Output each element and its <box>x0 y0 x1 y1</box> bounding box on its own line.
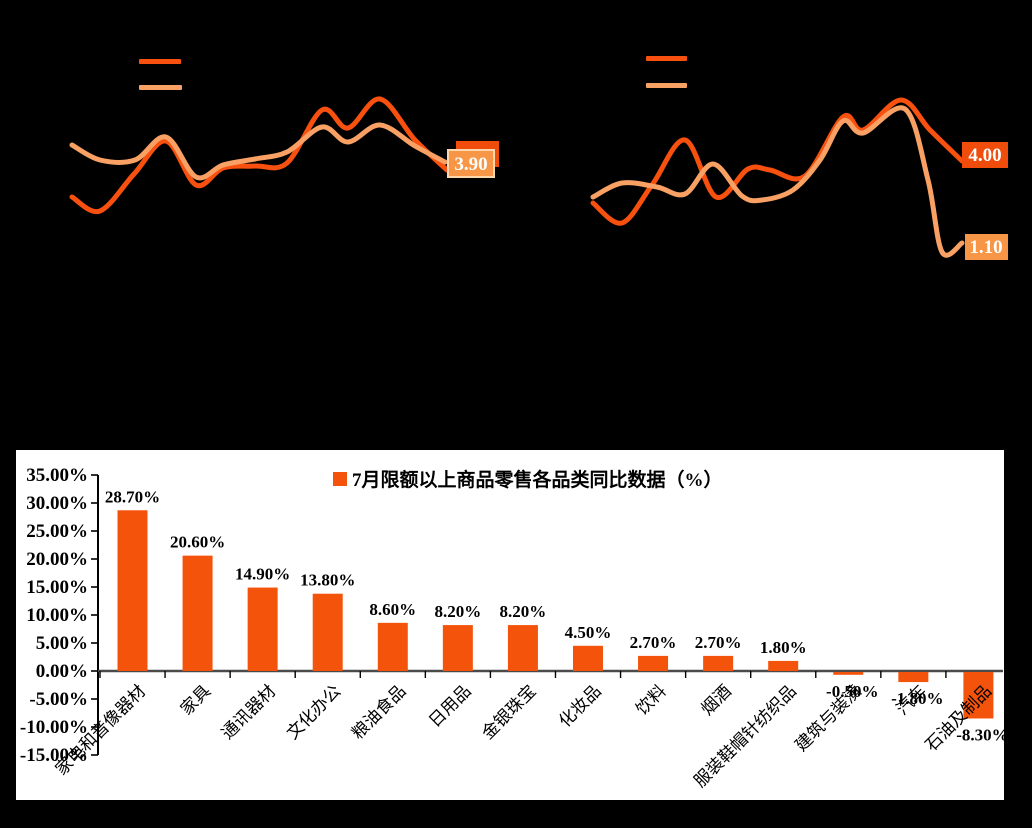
report-figure-canvas: 3.90 4.00 1.10 7月限额以上商品零售各品类同比数据（%） 35.00%… <box>0 0 1032 828</box>
y-axis-tick-label: 15.00% <box>26 577 88 598</box>
legend-line-swatch-light <box>139 85 182 90</box>
series-light-orange <box>72 125 445 178</box>
bar-value-label: 8.60% <box>369 600 416 619</box>
bar-9 <box>703 656 733 671</box>
bar-8 <box>638 656 668 671</box>
category-label: 文化办公 <box>283 681 345 743</box>
y-axis-tick-label: 0.00% <box>36 661 88 682</box>
series-light-orange <box>593 108 962 256</box>
category-label: 金银珠宝 <box>478 681 540 743</box>
legend-square-icon <box>333 472 347 486</box>
bar-4 <box>378 623 408 671</box>
y-axis-tick-label: 10.00% <box>26 605 88 626</box>
bar-6 <box>508 625 538 671</box>
bar-chart-panel: 7月限额以上商品零售各品类同比数据（%） 35.00% 30.00% 25.00% 2… <box>16 450 1004 800</box>
y-axis-tick-label: -5.00% <box>29 689 88 710</box>
bar-value-label: 8.20% <box>500 602 547 621</box>
y-axis-tick-label: 20.00% <box>26 549 88 570</box>
bar-5 <box>443 625 473 671</box>
category-label: 家具 <box>177 681 214 718</box>
series-dark-orange <box>593 100 962 223</box>
bar-0 <box>118 510 148 671</box>
series-dark-orange <box>72 99 447 212</box>
top-line-charts: 3.90 4.00 1.10 <box>0 0 1032 300</box>
bar-1 <box>183 556 213 671</box>
bar-value-label: 20.60% <box>170 533 225 552</box>
bar-12 <box>898 672 928 682</box>
bar-value-label: 14.90% <box>235 565 290 584</box>
bar-7 <box>573 646 603 671</box>
bar-value-label: 4.50% <box>565 623 612 642</box>
bar-value-label: 28.70% <box>105 487 160 506</box>
bar-value-label: 13.80% <box>300 571 355 590</box>
bar-value-label: 2.70% <box>630 633 677 652</box>
category-label: 通讯器材 <box>218 681 280 743</box>
category-label: 日用品 <box>425 681 474 730</box>
y-axis-tick-label: -10.00% <box>20 717 88 738</box>
bar-value-label: 1.80% <box>760 638 807 657</box>
bar-value-label: 8.20% <box>434 602 481 621</box>
category-label: 饮料 <box>632 681 669 718</box>
legend-line-swatch-dark <box>139 59 181 64</box>
category-label: 化妆品 <box>555 681 604 730</box>
bar-2 <box>248 588 278 671</box>
y-axis-tick-label: 30.00% <box>26 493 88 514</box>
bar-3 <box>313 594 343 671</box>
bar-10 <box>768 661 798 671</box>
y-axis-tick-label: 25.00% <box>26 521 88 542</box>
bar-chart-legend-title: 7月限额以上商品零售各品类同比数据（%） <box>352 468 723 491</box>
y-axis-tick-label: 5.00% <box>36 633 88 654</box>
category-label: 汽车 <box>893 681 930 718</box>
bar-value-label: -8.30% <box>956 725 1004 744</box>
end-value-label: 3.90 <box>454 154 487 175</box>
category-label: 粮油食品 <box>348 681 410 743</box>
legend-line-swatch-dark <box>646 56 687 61</box>
end-value-label: 1.10 <box>969 237 1002 258</box>
bar-11 <box>833 672 863 675</box>
y-axis-tick-label: 35.00% <box>26 465 88 486</box>
category-label: 烟酒 <box>697 681 734 718</box>
end-value-label: 4.00 <box>968 145 1001 166</box>
bar-chart: 7月限额以上商品零售各品类同比数据（%） 35.00% 30.00% 25.00% 2… <box>16 450 1004 800</box>
bar-value-label: 2.70% <box>695 633 742 652</box>
legend-line-swatch-light <box>646 83 687 88</box>
